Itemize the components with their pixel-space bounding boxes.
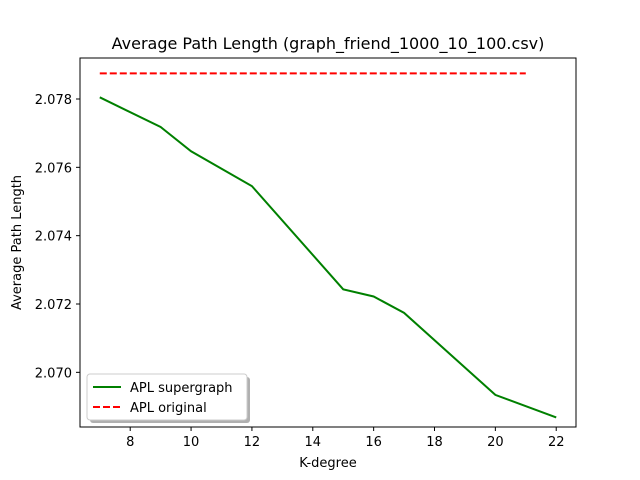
plot-frame	[79, 57, 577, 428]
x-tick-label: 20	[487, 435, 504, 450]
legend: APL supergraph APL original	[86, 373, 250, 423]
legend-label: APL supergraph	[130, 381, 233, 396]
x-tick-label: 18	[426, 435, 443, 450]
x-axis: 8 10 12 14 16 18 20 22	[126, 427, 564, 450]
chart-title: Average Path Length (graph_friend_1000_1…	[112, 34, 545, 54]
y-tick-label: 2.076	[35, 161, 72, 176]
series-line-1	[99, 96, 557, 419]
y-tick-label: 2.074	[35, 230, 72, 245]
y-axis: 2.070 2.072 2.074 2.076 2.078	[35, 93, 80, 381]
y-tick-label: 2.072	[35, 298, 72, 313]
x-axis-title: K-degree	[299, 456, 356, 471]
x-tick-label: 14	[305, 435, 322, 450]
y-axis-title: Average Path Length	[10, 175, 25, 310]
y-tick-label: 2.078	[35, 93, 72, 108]
x-tick-label: 12	[244, 435, 261, 450]
y-tick-label: 2.070	[35, 366, 72, 381]
x-tick-label: 8	[126, 435, 134, 450]
plot-lines	[99, 72, 557, 419]
x-tick-label: 16	[365, 435, 382, 450]
x-tick-label: 22	[548, 435, 565, 450]
legend-box	[86, 373, 248, 421]
x-tick-label: 10	[183, 435, 200, 450]
legend-label: APL original	[130, 401, 207, 416]
